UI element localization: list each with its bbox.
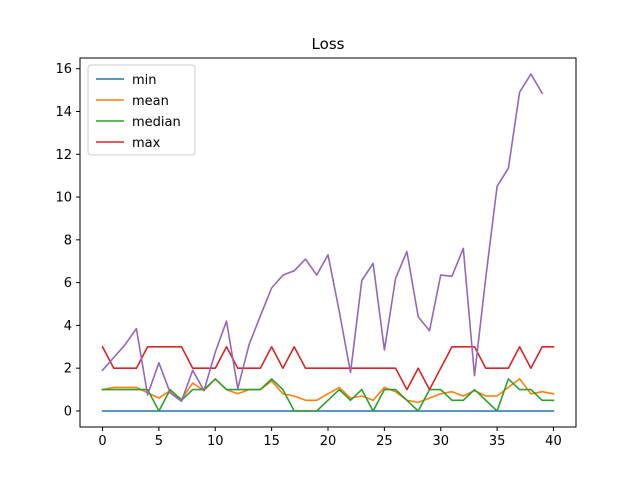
x-tick-label: 20	[320, 434, 337, 449]
legend-label-min: min	[132, 73, 157, 88]
y-tick-label: 4	[64, 319, 72, 334]
y-tick-label: 2	[64, 362, 72, 377]
legend: min mean median max	[87, 64, 196, 156]
x-tick-label: 5	[155, 434, 163, 449]
x-tick-label: 0	[98, 434, 106, 449]
y-tick-label: 14	[55, 105, 72, 120]
y-tick-label: 8	[64, 233, 72, 248]
chart-title: Loss	[312, 35, 345, 53]
y-tick-label: 10	[55, 191, 72, 206]
y-tick-label: 0	[64, 404, 72, 419]
y-tick-label: 12	[55, 148, 72, 163]
x-tick-label: 15	[263, 434, 280, 449]
axes: 0 5 10 15 20 25 30 35 40 0 2 4 6 8 10 12 14 16	[55, 57, 577, 449]
legend-label-mean: mean	[132, 94, 169, 109]
series-line-median	[101, 378, 555, 412]
plot-lines	[101, 73, 555, 412]
legend-box	[87, 64, 196, 156]
series-line-max	[101, 345, 555, 391]
series-line-series-4	[101, 73, 544, 403]
legend-label-median: median	[132, 115, 181, 130]
x-tick-label: 10	[207, 434, 224, 449]
legend-label-max: max	[132, 136, 161, 151]
x-tick-label: 35	[489, 434, 506, 449]
x-tick-label: 40	[545, 434, 562, 449]
x-tick-label: 25	[376, 434, 393, 449]
x-tick-label: 30	[432, 434, 449, 449]
y-tick-label: 6	[64, 276, 72, 291]
y-tick-label: 16	[55, 62, 72, 77]
